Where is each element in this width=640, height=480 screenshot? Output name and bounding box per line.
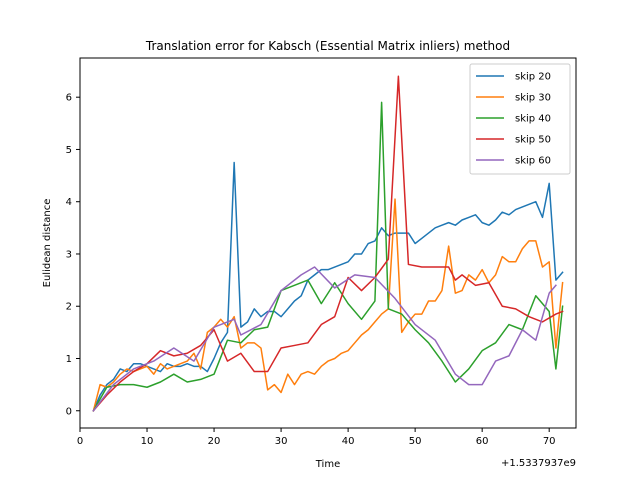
legend-label: skip 30 [515, 93, 551, 104]
y-tick-label: 4 [66, 197, 72, 208]
x-tick-label: 30 [275, 436, 288, 447]
x-axis-offset-text: +1.5337937e9 [501, 458, 576, 469]
x-tick-label: 50 [409, 436, 422, 447]
axes-frame [79, 57, 577, 429]
legend-label: skip 60 [515, 156, 551, 167]
legend-label: skip 20 [515, 72, 551, 83]
series-line-skip-40 [92, 101, 564, 412]
legend-label: skip 50 [515, 135, 551, 146]
series-line-skip-20 [92, 161, 564, 412]
y-tick-label: 3 [66, 249, 72, 260]
legend: skip 20 skip 30 skip 40 skip 50 skip 60 [469, 63, 571, 175]
x-tick-label: 20 [208, 436, 221, 447]
y-tick-label: 5 [66, 145, 72, 156]
y-tick-label: 0 [66, 406, 72, 417]
x-tick-label: 0 [77, 436, 83, 447]
series-line-skip-60 [92, 266, 557, 412]
x-axis-ticks: 0 10 20 30 40 50 60 70 [77, 428, 556, 447]
y-axis-ticks: 0 1 2 3 4 5 6 [66, 93, 80, 417]
x-tick-label: 60 [476, 436, 489, 447]
x-axis-label: Time [315, 459, 340, 470]
x-tick-label: 40 [342, 436, 355, 447]
legend-box [469, 63, 571, 175]
y-tick-label: 6 [66, 93, 72, 104]
series-line-skip-50 [92, 75, 564, 412]
x-tick-label: 70 [543, 436, 556, 447]
legend-label: skip 40 [515, 114, 551, 125]
y-tick-label: 1 [66, 354, 72, 365]
series-line-skip-30 [92, 198, 564, 412]
chart-title: Translation error for Kabsch (Essential … [145, 39, 510, 53]
y-axis-label: Eulidean distance [42, 199, 53, 288]
y-tick-label: 2 [66, 302, 72, 313]
x-tick-label: 10 [141, 436, 154, 447]
plot-area [92, 75, 564, 412]
